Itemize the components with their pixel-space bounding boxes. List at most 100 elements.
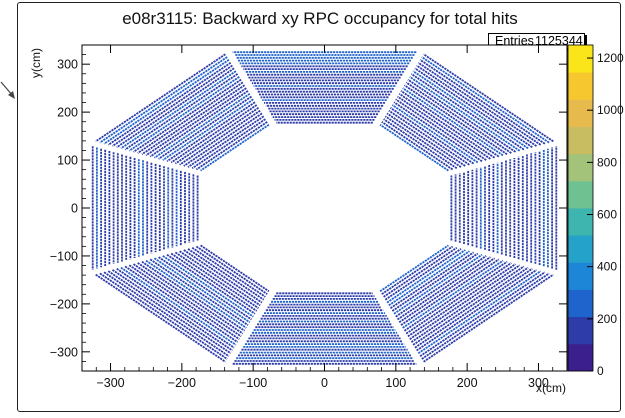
colorbar-tick-label: 0 <box>597 364 604 378</box>
x-axis-label: x(cm) <box>536 381 566 395</box>
colorbar-segment <box>568 45 593 73</box>
octant-sector <box>232 292 417 365</box>
strip-bin <box>414 67 533 149</box>
strip-bin <box>416 64 538 147</box>
strip-bin <box>162 98 254 161</box>
strip-bin <box>417 270 542 355</box>
strip-bin <box>419 59 546 145</box>
strip-bin <box>153 92 251 159</box>
strip-bin <box>421 56 550 144</box>
strip-bin <box>103 59 230 145</box>
strip-bin <box>170 252 258 312</box>
x-tick-label: −200 <box>168 376 196 390</box>
y-tick-label: −300 <box>50 345 78 359</box>
strip-bin <box>384 248 462 301</box>
strip-bin <box>396 95 491 160</box>
strip-bin <box>405 81 512 154</box>
strip-bin <box>386 112 466 167</box>
colorbar-tick-label: 600 <box>597 208 617 222</box>
octant-sector <box>95 244 270 363</box>
strip-bin <box>183 249 263 304</box>
y-tick-label: 300 <box>57 58 78 72</box>
strip-bin <box>95 53 226 143</box>
colorbar-border <box>567 44 594 372</box>
strip-bin <box>400 258 500 326</box>
strip-bin <box>395 98 487 161</box>
y-axis-label: y(cm) <box>29 48 43 78</box>
strip-bin <box>412 266 529 346</box>
strip-bin <box>141 260 246 332</box>
octant-sector <box>450 146 558 270</box>
strip-bin <box>423 273 554 363</box>
strip-bin <box>398 92 496 159</box>
strip-bin <box>103 271 230 357</box>
strip-bin <box>409 76 521 152</box>
strip-bin <box>388 109 470 166</box>
strip-bin <box>384 115 462 168</box>
strip-bin <box>389 251 475 309</box>
strip-bin <box>410 73 525 151</box>
strip-bin <box>158 95 253 160</box>
strip-bin <box>400 90 500 158</box>
colorbar-segment <box>568 153 593 182</box>
strip-bin <box>158 256 253 321</box>
strip-bin <box>111 269 233 352</box>
octant-sector <box>379 244 554 363</box>
x-tick-label: 0 <box>321 376 328 390</box>
strip-bin <box>388 250 470 307</box>
strip-bin <box>381 121 454 171</box>
octant-sector <box>232 51 417 124</box>
strip-bin <box>398 257 496 324</box>
strip-bin <box>402 259 504 329</box>
strip-bin <box>174 107 260 165</box>
strip-bin <box>407 78 517 153</box>
strip-bin <box>409 264 521 340</box>
x-tick-label: 200 <box>457 376 478 390</box>
strip-bin <box>395 255 487 318</box>
strip-bin <box>423 53 554 143</box>
strip-bin <box>170 104 258 164</box>
axes: −300 −200 −100 0 100 200 300 −300 −200 −100 0 100 20… <box>50 44 568 390</box>
strip-bin <box>407 263 517 338</box>
colorbar-tick-label: 200 <box>597 312 617 326</box>
octant-sector <box>95 53 270 172</box>
octant-sector <box>91 146 199 270</box>
colorbar-tick-label: 1000 <box>597 103 624 117</box>
strip-bin <box>183 112 263 167</box>
histogram-bins <box>91 51 558 365</box>
strip-bin <box>383 118 458 170</box>
strip-bin <box>403 260 508 332</box>
strip-bin <box>419 271 546 357</box>
x-tick-label: 300 <box>528 376 549 390</box>
strip-bin <box>187 248 265 301</box>
colorbar: 0 200 400 600 800 1000 1200 <box>567 44 624 378</box>
strip-bin <box>421 272 550 360</box>
strip-bin <box>417 61 542 146</box>
strip-bin <box>141 84 246 156</box>
pointer-arrow <box>0 81 15 99</box>
strip-bin <box>111 64 233 147</box>
octant-sector <box>379 53 554 172</box>
strip-bin <box>379 123 449 172</box>
strip-bin <box>120 70 237 150</box>
strip-bin <box>396 256 491 321</box>
strip-bin <box>416 269 538 352</box>
strip-bin <box>383 246 458 298</box>
strip-bin <box>403 84 508 156</box>
colorbar-tick-label: 400 <box>597 260 617 274</box>
x-tick-label: −300 <box>96 376 124 390</box>
strip-bin <box>124 265 239 343</box>
strip-bin <box>187 115 265 168</box>
strip-bin <box>191 118 266 170</box>
strip-bin <box>179 250 261 307</box>
y-tick-label: −100 <box>50 249 78 263</box>
strip-bin <box>179 109 261 166</box>
strip-bin <box>153 257 251 324</box>
strip-bin <box>120 266 237 346</box>
strip-bin <box>389 107 475 165</box>
strip-bin <box>391 104 479 164</box>
colorbar-segment <box>568 208 593 236</box>
strip-bin <box>200 123 270 172</box>
strip-bin <box>414 267 533 349</box>
strip-bin <box>410 265 525 343</box>
